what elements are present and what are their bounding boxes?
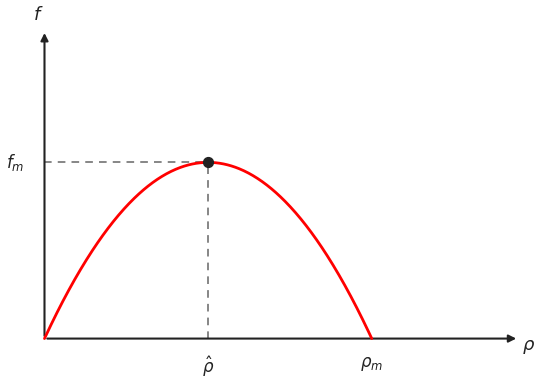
Text: $\rho$: $\rho$ — [522, 338, 535, 356]
Text: $f$: $f$ — [33, 6, 43, 24]
Text: $\hat{\rho}$: $\hat{\rho}$ — [202, 355, 214, 379]
Text: $\rho_m$: $\rho_m$ — [360, 355, 383, 373]
Point — [204, 159, 212, 166]
Text: $f_m$: $f_m$ — [7, 152, 25, 173]
